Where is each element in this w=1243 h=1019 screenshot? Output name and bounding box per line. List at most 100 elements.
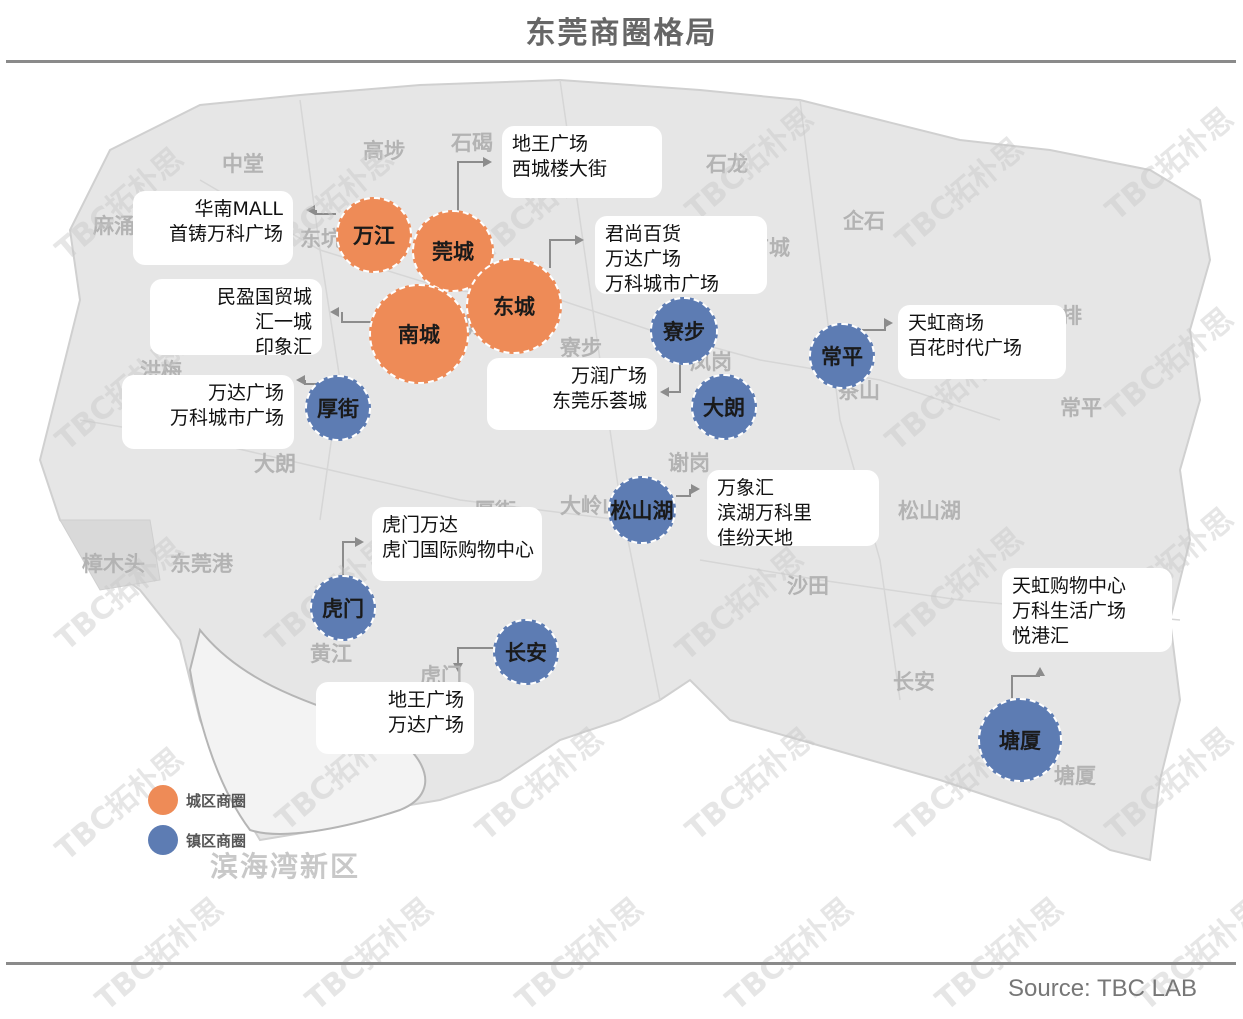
connector-arrowhead [575, 235, 584, 245]
connector-line [341, 312, 372, 323]
connector-arrowhead [306, 205, 315, 215]
hub-label: 万江 [353, 224, 395, 248]
connector-arrowhead [296, 375, 305, 385]
callout-changan: 地王广场 万达广场 [316, 682, 474, 754]
mall-name: 东莞乐荟城 [551, 390, 647, 412]
mall-name: 悦港汇 [1012, 625, 1070, 647]
hub-label: 塘厦 [999, 729, 1041, 753]
hub-label: 大朗 [703, 396, 745, 420]
mall-name: 君尚百货 [605, 223, 682, 245]
hub-tangxia[interactable]: 塘厦 [978, 698, 1062, 782]
mall-name: 汇一城 [254, 311, 312, 333]
legend-city: 城区商圈 [148, 785, 246, 815]
hub-humen[interactable]: 虎门 [310, 575, 376, 641]
bay-area-label: 滨海湾新区 [210, 850, 361, 883]
callout-nancheng: 民盈国贸城 汇一城 印象汇 [150, 279, 322, 358]
hub-wanjiang[interactable]: 万江 [336, 197, 412, 273]
mall-name: 万达广场 [207, 382, 284, 404]
place-label: 石龙 [706, 152, 748, 176]
connector-line [549, 239, 578, 268]
hub-changping[interactable]: 常平 [809, 323, 875, 389]
mall-name: 万科生活广场 [1012, 600, 1127, 622]
place-label: 东莞港 [170, 552, 233, 576]
connector-arrowhead [1035, 667, 1045, 676]
bottom-divider [6, 962, 1236, 965]
mall-name: 佳纷天地 [717, 527, 794, 549]
connector-arrowhead [330, 307, 339, 317]
connector-arrows [296, 157, 1045, 676]
mall-name: 万达广场 [605, 248, 682, 270]
hub-label: 厚街 [317, 397, 359, 421]
mall-name: 滨湖万科里 [717, 502, 813, 524]
callout-wanjiang: 华南MALL 首铸万科广场 [133, 191, 293, 265]
mall-name: 首铸万科广场 [168, 223, 283, 245]
place-label: 中堂 [222, 152, 264, 176]
mall-name: 华南MALL [194, 198, 283, 220]
legend-town-label: 镇区商圈 [186, 831, 247, 850]
connector-arrowhead [691, 484, 700, 494]
mall-name: 百花时代广场 [908, 337, 1023, 359]
place-label: 大朗 [254, 452, 296, 476]
hub-label: 莞城 [432, 240, 474, 264]
mall-name: 印象汇 [254, 336, 312, 358]
place-label: 黄江 [310, 642, 352, 666]
connector-line [457, 647, 493, 664]
connector-line [457, 161, 488, 211]
source-note: Source: TBC LAB [1008, 975, 1197, 1002]
hub-label: 虎门 [322, 597, 364, 621]
callout-tangxia: 天虹购物中心 万科生活广场 悦港汇 [1002, 568, 1172, 652]
connector-line [1011, 675, 1040, 698]
page-title: 东莞商圈格局 [525, 16, 718, 51]
hub-label: 寮步 [663, 320, 705, 344]
place-label: 麻涌 [93, 214, 135, 238]
place-label: 石碣 [451, 131, 493, 155]
mall-name: 万科城市广场 [169, 407, 284, 429]
legend-city-swatch [148, 785, 178, 815]
hub-nancheng[interactable]: 南城 [369, 284, 469, 384]
callout-guancheng: 地王广场 西城楼大街 [502, 126, 662, 198]
place-label: 松山湖 [898, 499, 961, 523]
callout-dongcheng: 君尚百货 万达广场 万科城市广场 [595, 216, 767, 295]
callout-changping: 天虹商场 百花时代广场 [898, 305, 1066, 379]
mall-name: 万润广场 [570, 365, 647, 387]
connector-arrowhead [884, 318, 893, 328]
legend-city-label: 城区商圈 [186, 791, 247, 810]
mall-name: 万象汇 [717, 477, 775, 499]
mall-name: 万达广场 [387, 714, 464, 736]
hub-dalang[interactable]: 大朗 [691, 374, 757, 440]
mall-name: 天虹商场 [908, 312, 985, 334]
connector-line [676, 489, 691, 497]
connector-line [342, 541, 358, 575]
mall-name: 天虹购物中心 [1012, 575, 1127, 597]
callout-humen: 虎门万达 虎门国际购物中心 [372, 507, 542, 581]
place-label: 高埗 [363, 139, 405, 163]
connector-line [664, 365, 681, 393]
mall-name: 地王广场 [387, 689, 464, 711]
connector-arrowhead [660, 387, 669, 397]
connector-arrowhead [453, 663, 463, 672]
hub-changan[interactable]: 长安 [493, 619, 559, 685]
hub-houjie[interactable]: 厚街 [305, 375, 371, 441]
place-label: 常平 [1060, 396, 1102, 420]
legend-town: 镇区商圈 [148, 825, 246, 855]
callout-dalang: 万润广场 东莞乐荟城 [487, 358, 657, 430]
mall-name: 西城楼大街 [512, 158, 608, 180]
place-label: 沙田 [787, 574, 829, 598]
hub-label: 东城 [493, 295, 535, 319]
callout-songshanhu: 万象汇 滨湖万科里 佳纷天地 [707, 470, 879, 549]
place-label: 塘厦 [1054, 764, 1096, 788]
connector-arrowhead [355, 537, 364, 547]
mall-name: 地王广场 [512, 133, 589, 155]
hub-songshanhu[interactable]: 松山湖 [608, 476, 676, 544]
mall-name: 万科城市广场 [605, 273, 720, 295]
hub-dongcheng[interactable]: 东城 [466, 258, 562, 354]
place-label: 东坑 [300, 227, 342, 251]
hub-label: 常平 [821, 345, 863, 369]
legend-town-swatch [148, 825, 178, 855]
mall-name: 虎门国际购物中心 [382, 539, 535, 561]
place-label: 企石 [843, 209, 885, 233]
place-label: 长安 [893, 670, 935, 694]
hub-liaobu[interactable]: 寮步 [650, 297, 718, 365]
cangang-area [59, 519, 161, 591]
place-label: 谢岗 [668, 451, 710, 475]
